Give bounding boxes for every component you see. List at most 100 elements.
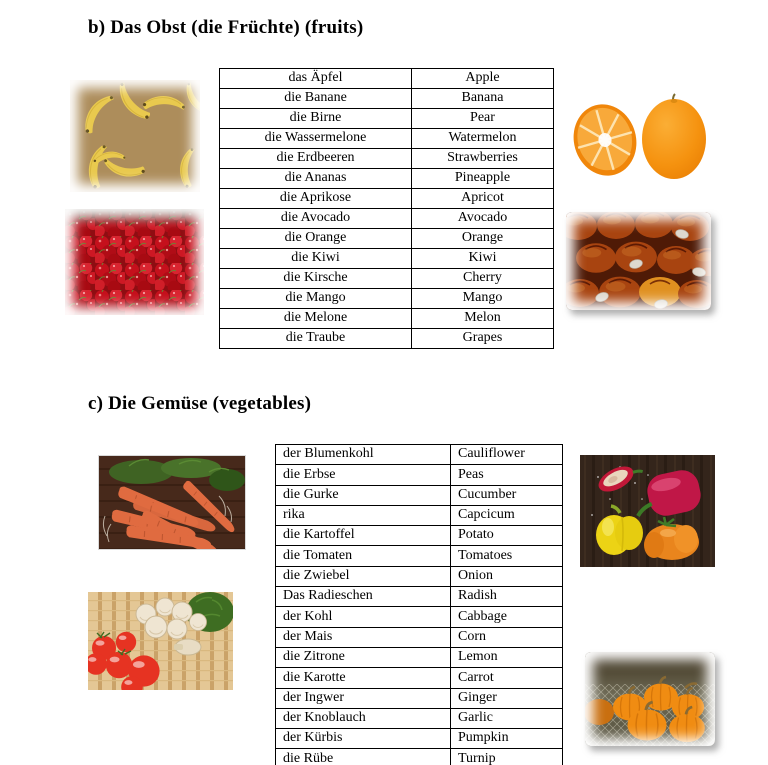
vegetables-table-row: die Erbse Peas xyxy=(275,464,563,486)
persimmons-photo xyxy=(566,212,711,310)
german-term-cell: die Gurke xyxy=(275,484,451,506)
pumpkins-photo xyxy=(585,652,715,746)
english-term-cell: Peas xyxy=(450,464,563,486)
german-term-cell: die Zitrone xyxy=(275,646,451,669)
german-term-cell: die Wassermelone xyxy=(219,128,412,149)
english-term-cell: Pear xyxy=(411,108,554,129)
persimmons-illustration xyxy=(566,212,711,310)
vegetables-table-row: die Rübe Turnip xyxy=(275,748,563,765)
fruits-table-row: die Wassermelone Watermelon xyxy=(219,128,554,149)
english-term-cell: Cherry xyxy=(411,268,554,289)
german-term-cell: die Ananas xyxy=(219,168,412,189)
tomatoes-mushrooms-illustration xyxy=(88,592,233,690)
fruits-table-row: die Erdbeeren Strawberries xyxy=(219,148,554,169)
fruits-table-row: die Birne Pear xyxy=(219,108,554,129)
german-term-cell: der Mais xyxy=(275,626,451,648)
english-term-cell: Cauliflower xyxy=(450,443,563,466)
fruits-heading: b) Das Obst (die Früchte) (fruits) xyxy=(88,17,364,38)
fruits-table-row: die Kirsche Cherry xyxy=(219,268,554,289)
german-term-cell: die Kirsche xyxy=(219,268,412,289)
vegetables-table-row: die Tomaten Tomatoes xyxy=(275,545,563,567)
english-term-cell: Melon xyxy=(411,308,554,329)
vegetables-table-row: der Kohl Cabbage xyxy=(275,606,563,628)
fruits-table-row: die Aprikose Apricot xyxy=(219,188,554,209)
bananas-illustration xyxy=(70,80,200,192)
fruits-table-row: die Traube Grapes xyxy=(219,328,554,349)
english-term-cell: Tomatoes xyxy=(450,545,563,567)
german-term-cell: die Erdbeeren xyxy=(219,148,412,169)
vegetables-table-row: Das Radieschen Radish xyxy=(275,586,563,608)
english-term-cell: Banana xyxy=(411,88,554,109)
english-term-cell: Pineapple xyxy=(411,168,554,189)
vegetables-heading: c) Die Gemüse (vegetables) xyxy=(88,393,312,414)
vegetables-table-row: der Mais Corn xyxy=(275,626,563,648)
oranges-illustration xyxy=(570,92,710,185)
bananas-photo xyxy=(70,80,200,192)
english-term-cell: Cucumber xyxy=(450,484,563,506)
english-term-cell: Ginger xyxy=(450,687,563,709)
vegetables-table-row: der Ingwer Ginger xyxy=(275,687,563,709)
pumpkins-illustration xyxy=(585,652,715,746)
german-term-cell: die Erbse xyxy=(275,464,451,486)
fruits-table-row: die Mango Mango xyxy=(219,288,554,309)
tomatoes-mushrooms-photo xyxy=(88,592,233,690)
english-term-cell: Potato xyxy=(450,525,563,547)
english-term-cell: Cabbage xyxy=(450,606,563,628)
german-term-cell: die Orange xyxy=(219,228,412,249)
bell-peppers-photo xyxy=(580,455,715,567)
german-term-cell: die Kiwi xyxy=(219,248,412,269)
vegetables-table-row: der Knoblauch Garlic xyxy=(275,707,563,730)
orange-halves-photo xyxy=(570,92,710,185)
english-term-cell: Pumpkin xyxy=(450,728,563,750)
cherries-photo xyxy=(65,209,204,315)
german-term-cell: der Kürbis xyxy=(275,728,451,750)
english-term-cell: Watermelon xyxy=(411,128,554,149)
german-term-cell: die Traube xyxy=(219,328,412,349)
english-term-cell: Mango xyxy=(411,288,554,309)
english-term-cell: Grapes xyxy=(411,328,554,349)
english-term-cell: Carrot xyxy=(450,667,563,689)
vegetables-table-row: die Karotte Carrot xyxy=(275,667,563,689)
carrots-illustration xyxy=(99,456,245,549)
fruits-table-row: die Avocado Avocado xyxy=(219,208,554,229)
english-term-cell: Capcicum xyxy=(450,504,563,527)
fruits-table: das Äpfel Apple die Banane Banana die Bi… xyxy=(219,68,554,349)
german-term-cell: die Banane xyxy=(219,88,412,109)
fruits-table-row: das Äpfel Apple xyxy=(219,68,554,89)
vegetables-table-row: der Blumenkohl Cauliflower xyxy=(275,443,563,466)
english-term-cell: Onion xyxy=(450,565,563,588)
german-term-cell: die Karotte xyxy=(275,667,451,689)
bell-peppers-illustration xyxy=(580,455,715,567)
english-term-cell: Lemon xyxy=(450,646,563,669)
english-term-cell: Garlic xyxy=(450,707,563,730)
english-term-cell: Radish xyxy=(450,586,563,608)
english-term-cell: Corn xyxy=(450,626,563,648)
fruits-table-row: die Banane Banana xyxy=(219,88,554,109)
english-term-cell: Kiwi xyxy=(411,248,554,269)
vegetables-table-row: die Zwiebel Onion xyxy=(275,565,563,588)
german-term-cell: Das Radieschen xyxy=(275,586,451,608)
vegetables-table: der Blumenkohl Cauliflower die Erbse Pea… xyxy=(275,443,563,765)
english-term-cell: Turnip xyxy=(450,748,563,765)
carrots-photo xyxy=(98,455,246,550)
german-term-cell: die Zwiebel xyxy=(275,565,451,588)
vegetables-table-row: die Kartoffel Potato xyxy=(275,525,563,547)
english-term-cell: Strawberries xyxy=(411,148,554,169)
cherries-illustration xyxy=(65,209,204,315)
vegetables-table-row: rika Capcicum xyxy=(275,504,563,527)
german-term-cell: die Birne xyxy=(219,108,412,129)
german-term-cell: die Aprikose xyxy=(219,188,412,209)
english-term-cell: Orange xyxy=(411,228,554,249)
german-term-cell: die Mango xyxy=(219,288,412,309)
german-term-cell: die Melone xyxy=(219,308,412,329)
german-term-cell: rika xyxy=(275,504,451,527)
english-term-cell: Avocado xyxy=(411,208,554,229)
german-term-cell: die Kartoffel xyxy=(275,525,451,547)
german-term-cell: der Knoblauch xyxy=(275,707,451,730)
german-term-cell: der Blumenkohl xyxy=(275,443,451,466)
vegetables-table-row: die Zitrone Lemon xyxy=(275,646,563,669)
german-term-cell: die Avocado xyxy=(219,208,412,229)
fruits-table-row: die Ananas Pineapple xyxy=(219,168,554,189)
english-term-cell: Apricot xyxy=(411,188,554,209)
